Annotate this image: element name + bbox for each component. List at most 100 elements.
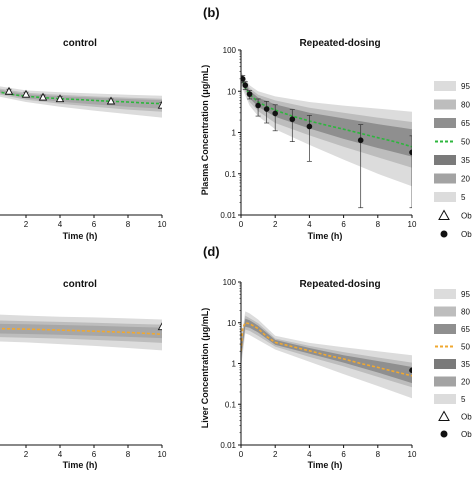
x-tick-label-d-4: 8 xyxy=(376,450,381,459)
plot-area-d xyxy=(241,311,412,399)
observed-point-a-4 xyxy=(55,94,65,103)
band-65-a xyxy=(0,89,162,109)
y-tick-label-b-0: 0.01 xyxy=(220,211,236,220)
x-tick-label-d-0: 0 xyxy=(239,450,244,459)
panel-d-title: Repeated-dosing xyxy=(299,279,380,290)
axes-b: 0 2 4 6 8 10 0.01 0.1 1 10 100 xyxy=(220,46,417,229)
x-tick-label-d-3: 6 xyxy=(341,450,346,459)
observed-point-b-1 xyxy=(242,82,249,89)
y-tick-label-d-4: 100 xyxy=(223,278,237,287)
plot-inner-b xyxy=(241,71,412,209)
observed-point-b-7 xyxy=(306,123,313,130)
panel-b-xlabel: Time (h) xyxy=(308,231,343,241)
panel-b-ylabel: Plasma Concentration (μg/mL) xyxy=(200,65,210,196)
observed-point-a-6 xyxy=(157,100,162,109)
legend-b-swatch-8 xyxy=(440,230,448,238)
y-tick-label-d-1: 0.1 xyxy=(225,400,237,409)
band-65-c xyxy=(0,323,162,339)
x-tick-label-c-2: 4 xyxy=(58,450,63,459)
median-line-c xyxy=(0,327,162,336)
x-tick-label-d-5: 10 xyxy=(408,450,417,459)
x-tick-label-a-5: 10 xyxy=(158,220,167,229)
y-tick-label-d-0: 0.01 xyxy=(220,441,236,450)
legend-d-label-8: Ob xyxy=(461,430,472,439)
legend-b-swatch-2 xyxy=(434,118,456,128)
legend-b: 95 80 65 50 35 20 5 Ob Ob xyxy=(434,81,472,239)
x-tick-label-a-2: 4 xyxy=(58,220,63,229)
y-tick-label-d-2: 1 xyxy=(232,360,237,369)
chart-panel-d: Repeated-dosing Time (h) Liver Concentra… xyxy=(200,278,417,470)
legend-b-swatch-5 xyxy=(434,173,456,184)
panel-b-title: Repeated-dosing xyxy=(299,38,380,49)
panel-letter-d: (d) xyxy=(203,244,220,259)
legend-b-label-5: 20 xyxy=(461,175,470,184)
observed-point-b-3 xyxy=(255,102,261,109)
x-tick-label-a-1: 2 xyxy=(24,220,29,229)
plot-area-b xyxy=(241,71,412,209)
x-tick-label-b-4: 8 xyxy=(376,220,381,229)
x-tick-label-c-4: 8 xyxy=(126,450,131,459)
observed-point-c-0 xyxy=(157,322,162,331)
plot-inner-d xyxy=(241,311,412,399)
x-tick-label-c-3: 6 xyxy=(92,450,97,459)
y-tick-label-b-3: 10 xyxy=(227,87,236,96)
panel-a-title: control xyxy=(63,38,97,49)
observed-point-b-6 xyxy=(289,116,296,123)
legend-d-swatch-6 xyxy=(434,394,456,404)
legend-d-swatch-8 xyxy=(440,430,448,438)
observed-point-b-0 xyxy=(241,76,246,82)
axes-d: 0 2 4 6 8 10 0.01 0.1 1 10 100 xyxy=(220,278,417,459)
panel-d-xlabel: Time (h) xyxy=(308,460,343,470)
legend-b-label-7: Ob xyxy=(461,212,472,221)
legend-b-label-0: 95 xyxy=(461,82,470,91)
legend-b-label-6: 5 xyxy=(461,193,466,202)
y-tick-label-b-4: 100 xyxy=(223,46,237,55)
legend-b-label-3: 50 xyxy=(461,138,470,147)
legend-b-swatch-0 xyxy=(434,81,456,91)
legend-d-swatch-4 xyxy=(434,359,456,369)
x-tick-label-d-1: 2 xyxy=(273,450,278,459)
plot-area-a xyxy=(0,86,162,118)
legend-b-label-1: 80 xyxy=(461,101,470,110)
legend-d-label-7: Ob xyxy=(461,413,472,422)
x-tick-label-a-3: 6 xyxy=(92,220,97,229)
legend-d-label-4: 35 xyxy=(461,360,470,369)
observed-point-a-2 xyxy=(21,89,31,98)
chart-panel-a: control Time (h) 2 4 6 8 10 xyxy=(0,38,167,241)
panel-d-ylabel: Liver Concentration (μg/mL) xyxy=(200,308,210,429)
x-tick-label-d-2: 4 xyxy=(307,450,312,459)
observed-point-b-2 xyxy=(246,91,253,97)
legend-d-label-2: 65 xyxy=(461,325,470,334)
legend-b-swatch-4 xyxy=(434,155,456,165)
legend-d-label-6: 5 xyxy=(461,395,466,404)
observed-point-a-1 xyxy=(4,86,14,95)
plot-area-c xyxy=(0,314,162,351)
x-tick-label-b-3: 6 xyxy=(341,220,346,229)
legend-d-swatch-7 xyxy=(438,410,450,421)
legend-d-label-5: 20 xyxy=(461,378,470,387)
legend-b-label-2: 65 xyxy=(461,119,470,128)
band-65-d xyxy=(241,318,412,384)
x-tick-label-c-5: 10 xyxy=(158,450,167,459)
axes-a: 2 4 6 8 10 xyxy=(0,214,167,229)
observed-point-b-9 xyxy=(409,149,412,156)
legend-b-swatch-7 xyxy=(438,209,450,220)
observed-point-b-8 xyxy=(357,137,364,144)
y-tick-label-b-2: 1 xyxy=(232,129,237,138)
x-tick-label-b-2: 4 xyxy=(307,220,312,229)
legend-d-label-1: 80 xyxy=(461,308,470,317)
panel-a-xlabel: Time (h) xyxy=(63,231,98,241)
legend-d-swatch-0 xyxy=(434,289,456,299)
legend-d-swatch-5 xyxy=(434,376,456,387)
legend-d-label-0: 95 xyxy=(461,290,470,299)
plot-inner-a xyxy=(0,86,162,118)
plot-inner-c xyxy=(0,314,162,351)
observed-point-d-0 xyxy=(409,367,412,374)
legend-b-label-4: 35 xyxy=(461,156,470,165)
median-line-d xyxy=(241,321,412,377)
observed-point-a-5 xyxy=(106,96,116,105)
x-tick-label-b-1: 2 xyxy=(273,220,278,229)
x-tick-label-a-4: 8 xyxy=(126,220,131,229)
chart-panel-c: control Time (h) 2 4 6 8 10 xyxy=(0,279,167,470)
